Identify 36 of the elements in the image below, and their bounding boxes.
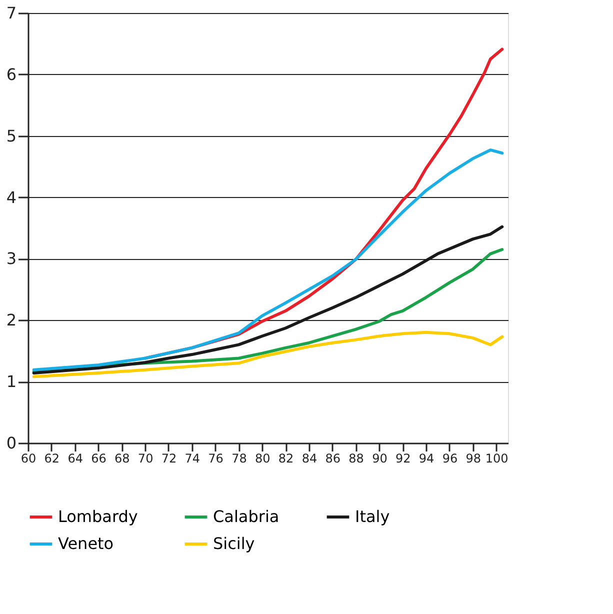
x-tick-label: 84 (302, 452, 318, 466)
legend-label: Sicily (213, 534, 255, 553)
x-tick-label: 96 (442, 452, 458, 466)
y-tick-label: 5 (6, 126, 16, 146)
y-tick-label: 1 (6, 372, 16, 392)
x-tick-label: 62 (44, 452, 60, 466)
y-tick-label: 2 (6, 310, 16, 330)
line-series (32, 148, 504, 372)
x-tick-label: 90 (372, 452, 388, 466)
x-tick-label: 60 (20, 452, 36, 466)
x-tick-label: 86 (325, 452, 341, 466)
y-tick-label: 3 (6, 249, 16, 268)
x-tick-label: 74 (184, 452, 200, 466)
legend-label: Lombardy (58, 507, 138, 526)
x-tick-label: 72 (161, 452, 177, 466)
x-tick-label: 100 (485, 452, 508, 466)
legend-label: Veneto (58, 534, 114, 553)
x-tick-label: 66 (91, 452, 106, 466)
x-tick-label: 92 (395, 452, 411, 466)
x-tick-label: 80 (255, 452, 270, 466)
x-tick-label: 94 (418, 452, 434, 466)
legend-label: Italy (355, 507, 390, 526)
y-tick-label: 6 (6, 64, 16, 84)
y-tick-label: 7 (6, 4, 16, 22)
x-tick-label: 98 (466, 452, 482, 466)
x-tick-label: 68 (114, 452, 130, 466)
x-tick-label: 88 (348, 452, 364, 466)
x-tick-label: 82 (278, 452, 294, 466)
line-series (32, 330, 504, 378)
x-tick-label: 76 (208, 452, 224, 466)
x-tick-label: 70 (138, 452, 154, 466)
y-tick-label: 0 (6, 434, 16, 452)
x-tick-label: 64 (68, 452, 83, 466)
legend-label: Calabria (213, 507, 280, 526)
y-tick-label: 4 (6, 188, 16, 207)
x-tick-label: 78 (232, 452, 247, 466)
